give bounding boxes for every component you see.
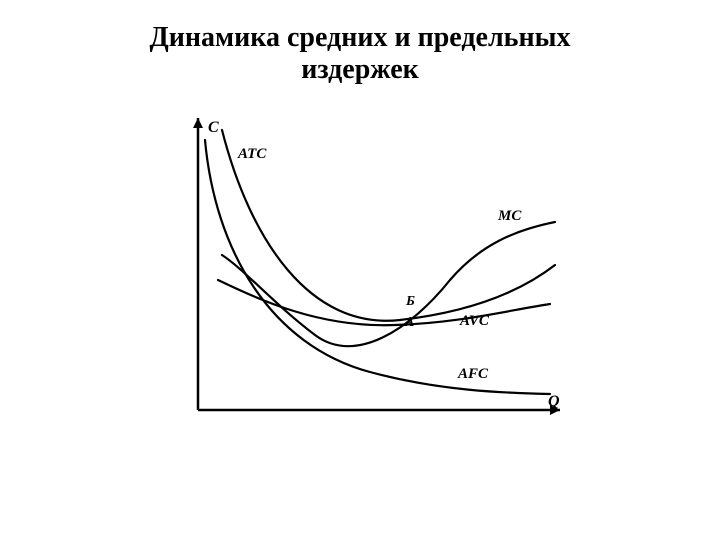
page-title: Динамика средних и предельных издержек xyxy=(0,22,720,86)
axis-label-y: C xyxy=(208,119,219,136)
point-label-b: Б xyxy=(405,294,415,309)
curve-label-avc: AVC xyxy=(459,313,490,329)
axis-label-x: Q xyxy=(548,393,560,410)
chart-svg: ATC MC AVC AFC AБ C Q xyxy=(150,110,570,430)
title-line-2: издержек xyxy=(301,54,419,85)
title-line-1: Динамика средних и предельных xyxy=(150,22,571,53)
point-label-a: A xyxy=(404,315,414,330)
cost-curves-chart: ATC MC AVC AFC AБ C Q xyxy=(150,110,570,430)
curve-label-mc: MC xyxy=(497,208,522,224)
page: Динамика средних и предельных издержек A… xyxy=(0,0,720,540)
curve-label-atc: ATC xyxy=(237,146,267,162)
curve-label-afc: AFC xyxy=(457,366,489,382)
